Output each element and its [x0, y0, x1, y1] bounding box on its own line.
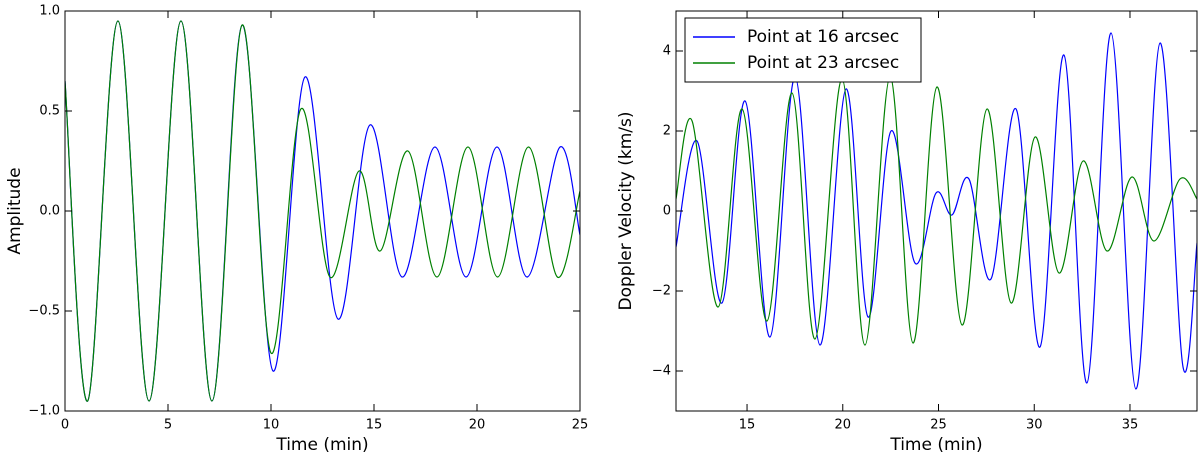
x-tick-label: 0	[61, 418, 69, 433]
series-line	[65, 20, 580, 402]
y-axis-label: Doppler Velocity (km/s)	[616, 112, 636, 311]
x-tick-label: 25	[572, 418, 589, 433]
legend-label: Point at 23 arcsec	[747, 53, 899, 73]
y-tick-label: −2	[652, 284, 671, 299]
y-tick-label: 0	[663, 204, 671, 219]
x-tick-label: 15	[366, 418, 383, 433]
x-tick-label: 10	[263, 418, 280, 433]
y-axis-label: Amplitude	[5, 167, 25, 254]
y-tick-label: 0.5	[39, 104, 60, 119]
x-tick-label: 20	[469, 418, 486, 433]
y-tick-label: 2	[663, 124, 671, 139]
y-tick-label: −1.0	[28, 404, 60, 419]
x-axis-label: Time (min)	[275, 435, 368, 455]
legend-label: Point at 16 arcsec	[747, 27, 899, 47]
y-tick-label: 1.0	[39, 4, 60, 19]
legend-box	[684, 17, 922, 83]
y-tick-label: 0.0	[39, 204, 60, 219]
x-tick-label: 30	[1026, 418, 1043, 433]
series-line	[676, 76, 1197, 346]
x-tick-label: 5	[164, 418, 172, 433]
x-tick-label: 35	[1122, 418, 1139, 433]
x-axis-label: Time (min)	[889, 435, 982, 455]
y-tick-label: 4	[663, 44, 671, 59]
series-line	[65, 20, 580, 402]
x-tick-label: 25	[930, 418, 947, 433]
series-line	[676, 32, 1197, 390]
x-tick-label: 20	[835, 418, 852, 433]
y-tick-label: −4	[652, 364, 671, 379]
y-tick-label: −0.5	[28, 304, 60, 319]
x-tick-label: 15	[739, 418, 756, 433]
